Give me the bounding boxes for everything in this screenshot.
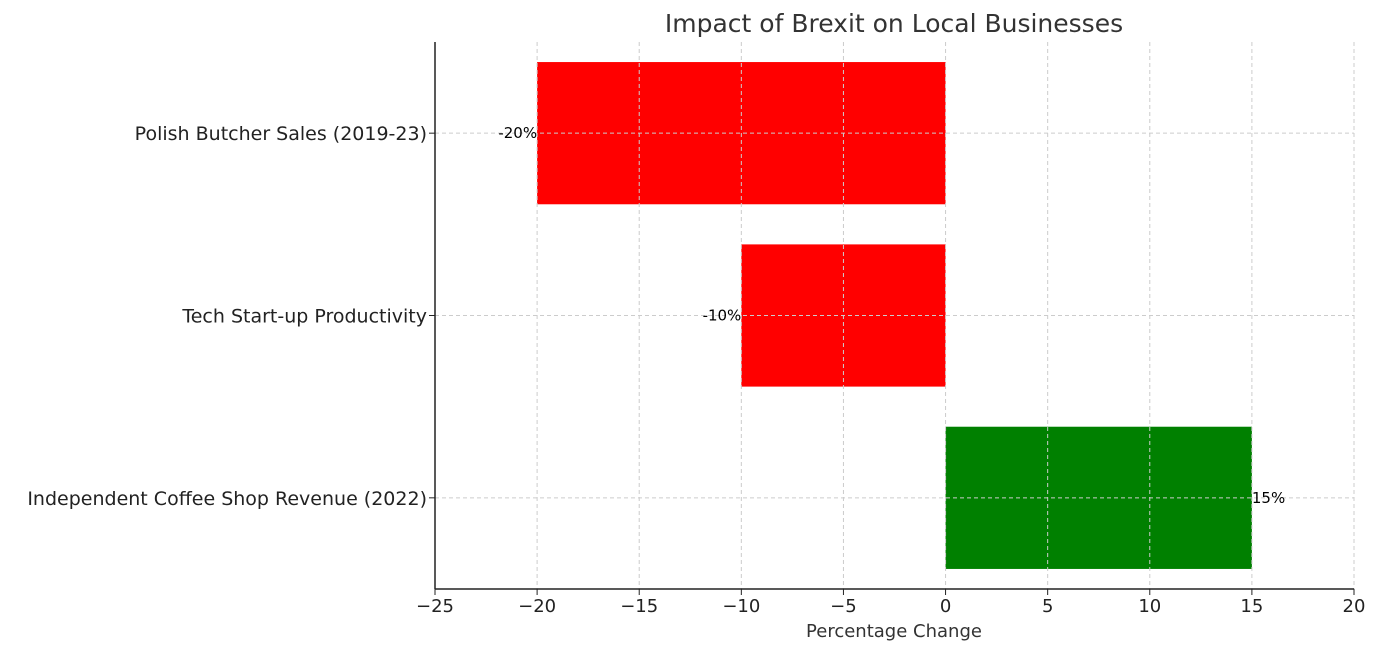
x-axis-label: Percentage Change xyxy=(806,621,982,642)
category-label: Independent Coffee Shop Revenue (2022) xyxy=(27,488,427,510)
category-label: Polish Butcher Sales (2019-23) xyxy=(135,123,427,145)
x-tick-label: 15 xyxy=(1240,596,1263,617)
bar-value-label: 15% xyxy=(1252,489,1285,507)
x-tick-label: −5 xyxy=(830,596,857,617)
x-tick-label: 20 xyxy=(1343,596,1366,617)
x-tick-label: 10 xyxy=(1138,596,1161,617)
grid-lines xyxy=(434,42,1355,589)
x-tick-label: 0 xyxy=(940,596,951,617)
data-labels: -20% -10% 15% xyxy=(498,124,1285,507)
x-tick-label: 5 xyxy=(1042,596,1053,617)
x-tick-label: −10 xyxy=(722,596,760,617)
y-axis-ticks: Polish Butcher Sales (2019-23) Tech Start… xyxy=(27,123,435,510)
bar-value-label: -20% xyxy=(498,124,537,142)
category-label: Tech Start-up Productivity xyxy=(181,306,427,328)
x-tick-label: −15 xyxy=(620,596,658,617)
chart-title: Impact of Brexit on Local Businesses xyxy=(665,9,1123,38)
x-tick-label: −20 xyxy=(518,596,556,617)
bar-value-label: -10% xyxy=(703,307,742,325)
x-axis-ticks: −25 −20 −15 −10 −5 0 5 10 15 20 xyxy=(416,589,1365,617)
x-tick-label: −25 xyxy=(416,596,454,617)
